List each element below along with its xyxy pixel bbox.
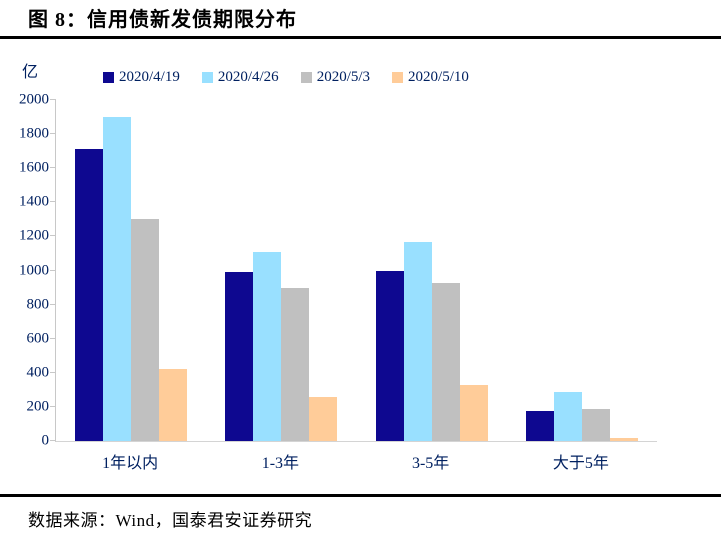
bar-2020/5/3-1年以内 [131,219,160,441]
legend-label: 2020/4/19 [119,69,180,85]
chart-legend: 2020/4/19 2020/4/26 2020/5/3 2020/5/10 [103,69,469,86]
legend-item: 2020/5/10 [392,69,469,86]
bar-2020/5/3-1-3年 [281,288,310,441]
y-axis-tick [50,133,56,135]
bar-group [507,100,657,441]
legend-item: 2020/5/3 [300,69,371,86]
y-axis-tick-label: 1200 [19,227,49,244]
bar-2020/4/19-大于5年 [525,411,554,441]
bar-2020/5/10-1年以内 [159,368,188,441]
bottom-divider [0,494,721,497]
y-axis-tick-label: 2000 [19,91,49,108]
legend-label: 2020/5/3 [316,69,371,85]
y-axis-tick-label: 200 [26,398,50,415]
y-axis-tick [50,440,56,441]
y-axis-tick-label: 800 [26,296,50,313]
y-axis-tick [50,303,56,305]
y-axis-tick-label: 1400 [19,193,49,210]
y-axis-tick-label: 0 [41,432,50,449]
y-axis-tick [50,201,56,203]
legend-swatch-icon [103,72,114,83]
x-axis-category-label: 3-5年 [411,455,450,472]
y-axis-tick [50,371,56,373]
plot-area: 0 200 400 600 800 1000 1200 1400 1600 1800 2000 [19,92,657,448]
legend-label: 2020/4/26 [217,69,279,85]
bar-2020/4/19-1年以内 [75,149,104,441]
y-axis-tick [50,167,56,169]
figure-title: 图 8：信用债新发债期限分布 [28,9,297,31]
bar-2020/5/10-3-5年 [459,384,488,441]
y-axis-tick-label: 1600 [19,159,49,176]
legend-item: 2020/4/19 [103,69,180,86]
y-axis-tick [50,235,56,237]
bar-2020/4/26-1年以内 [103,117,132,441]
bar-group [206,100,356,441]
y-axis-tick-label: 600 [26,330,50,347]
y-axis-tick [50,337,56,339]
legend-label: 2020/5/10 [408,69,469,85]
y-axis-tick [50,99,56,100]
bar-group [357,100,507,441]
top-divider [0,36,721,39]
bar-2020/4/26-1-3年 [253,251,282,441]
y-axis-tick [50,405,56,407]
legend-swatch-icon [300,72,312,83]
bar-group [56,100,206,441]
x-axis-category-label: 1年以内 [102,455,159,472]
bar-2020/4/19-1-3年 [225,272,254,441]
bar-2020/5/10-1-3年 [309,396,338,441]
data-source-note: 数据来源：Wind，国泰君安证券研究 [28,511,313,530]
y-axis-tick [50,269,56,271]
bar-2020/4/19-3-5年 [375,270,404,441]
y-axis-unit-label: 亿 [22,64,39,81]
y-axis-tick-label: 1800 [19,125,49,142]
x-axis-category-label: 大于5年 [552,455,609,472]
x-axis-category-label: 1-3年 [261,455,300,472]
y-axis-tick-label: 1000 [19,262,49,278]
legend-swatch-icon [392,72,404,83]
y-axis-tick-label: 400 [26,364,50,381]
bar-2020/4/26-大于5年 [553,391,582,441]
x-axis-labels: 1年以内 1-3年 3-5年 大于5年 [55,449,656,473]
legend-item: 2020/4/26 [201,69,279,86]
bar-2020/5/10-大于5年 [609,437,638,441]
bar-2020/5/3-3-5年 [431,283,460,441]
legend-swatch-icon [201,72,213,83]
bar-2020/4/26-3-5年 [403,242,432,441]
bar-2020/5/3-大于5年 [581,408,610,441]
